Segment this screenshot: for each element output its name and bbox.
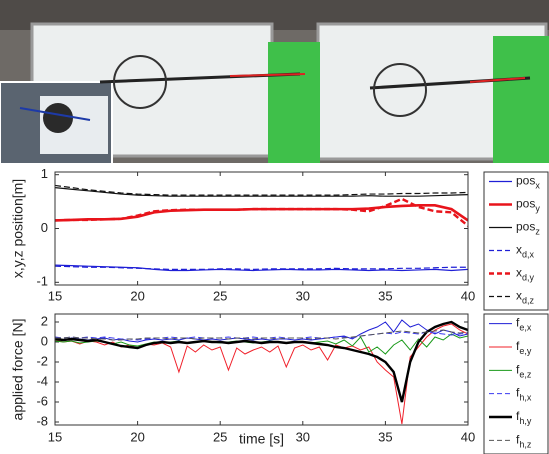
y-tick-label: 0 bbox=[41, 333, 48, 348]
legend-name: f bbox=[516, 363, 520, 377]
y-tick-label: -4 bbox=[36, 373, 48, 388]
plot-area bbox=[55, 314, 468, 425]
legend-subscript: z bbox=[535, 227, 540, 237]
legend-subscript: e,x bbox=[519, 323, 532, 333]
legend-subscript: d,z bbox=[522, 296, 535, 306]
legend-name: x bbox=[516, 289, 522, 303]
x-tick-label: 35 bbox=[378, 429, 392, 444]
y-axis-label: applied force [N] bbox=[10, 319, 26, 421]
legend-name: pos bbox=[516, 174, 535, 188]
legend-subscript: h,y bbox=[519, 416, 532, 426]
series-line bbox=[55, 187, 468, 197]
legend-label: fh,z bbox=[516, 433, 532, 450]
x-tick-label: 25 bbox=[213, 429, 227, 444]
legend-subscript: d,y bbox=[522, 273, 535, 283]
y-tick-label: -6 bbox=[36, 393, 48, 408]
series-line bbox=[55, 329, 468, 341]
legend-subscript: d,x bbox=[522, 250, 535, 260]
x-tick-label: 25 bbox=[213, 288, 227, 303]
legend-label: fe,x bbox=[516, 316, 532, 333]
legend-label: fe,y bbox=[516, 339, 532, 356]
x-tick-label: 20 bbox=[130, 429, 144, 444]
legend-box bbox=[483, 171, 549, 311]
y-tick-label: 1 bbox=[41, 166, 48, 181]
x-tick-label: 30 bbox=[296, 288, 310, 303]
plot-frame bbox=[54, 171, 469, 286]
legend-label: fh,y bbox=[516, 409, 532, 426]
legend-subscript: e,y bbox=[519, 346, 532, 356]
x-tick-label: 15 bbox=[48, 288, 62, 303]
legend-name: f bbox=[516, 409, 520, 423]
legend-label: posx bbox=[516, 174, 540, 191]
series-line bbox=[55, 197, 468, 227]
legend-label: posy bbox=[516, 197, 540, 214]
legend-label: fh,x bbox=[516, 386, 532, 403]
legend-name: pos bbox=[516, 197, 535, 211]
legend-name: f bbox=[516, 316, 520, 330]
legend-subscript: h,x bbox=[519, 393, 532, 403]
plot-area bbox=[55, 172, 468, 285]
y-tick-label: -1 bbox=[36, 274, 48, 289]
legend-name: f bbox=[516, 339, 520, 353]
legend-label: posz bbox=[516, 220, 540, 237]
series-line bbox=[55, 319, 468, 343]
legend-name: f bbox=[516, 433, 520, 447]
y-axis-label: x,y,z position[m] bbox=[10, 179, 26, 278]
legend-name: x bbox=[516, 266, 522, 280]
legend-name: pos bbox=[516, 220, 535, 234]
y-tick-label: -8 bbox=[36, 413, 48, 428]
legend-box bbox=[483, 313, 549, 454]
x-axis-label: time [s] bbox=[239, 431, 284, 447]
legend-label: xd,x bbox=[516, 243, 535, 260]
series-line bbox=[55, 320, 468, 403]
x-tick-label: 30 bbox=[296, 429, 310, 444]
legend-label: xd,y bbox=[516, 266, 535, 283]
x-tick-label: 40 bbox=[461, 288, 475, 303]
legend-name: x bbox=[516, 243, 522, 257]
legend: fe,xfe,yfe,zfh,xfh,yfh,z bbox=[483, 313, 549, 454]
x-tick-label: 35 bbox=[378, 288, 392, 303]
legend-subscript: e,z bbox=[519, 370, 532, 380]
legend-label: xd,z bbox=[516, 289, 535, 306]
plot-frame bbox=[54, 313, 469, 426]
photo bbox=[0, 0, 549, 166]
series-line bbox=[55, 184, 468, 196]
y-tick-label: 0 bbox=[41, 220, 48, 235]
legend-name: f bbox=[516, 386, 520, 400]
legend-label: fe,z bbox=[516, 363, 532, 380]
x-tick-label: 40 bbox=[461, 429, 475, 444]
legend-subscript: x bbox=[535, 181, 540, 191]
y-tick-label: 2 bbox=[41, 313, 48, 328]
legend-subscript: y bbox=[535, 204, 540, 214]
series-line bbox=[55, 265, 468, 271]
x-tick-label: 20 bbox=[130, 288, 144, 303]
legend-subscript: h,z bbox=[519, 440, 532, 450]
x-tick-label: 15 bbox=[48, 429, 62, 444]
y-tick-label: -2 bbox=[36, 353, 48, 368]
